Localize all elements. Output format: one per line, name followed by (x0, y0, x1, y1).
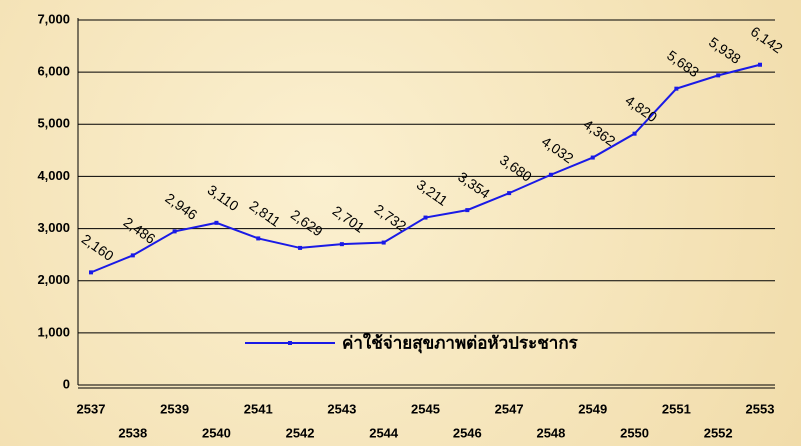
x-tick-label: 2551 (662, 401, 691, 416)
point-marker (214, 220, 219, 225)
x-tick-label: 2539 (160, 401, 189, 416)
value-label: 2,486 (121, 214, 159, 247)
y-tick-label: 4,000 (37, 168, 70, 183)
point-marker (381, 240, 386, 245)
value-label: 6,142 (748, 23, 786, 56)
x-tick-label: 2543 (327, 401, 356, 416)
point-marker (423, 215, 428, 220)
y-tick-label: 2,000 (37, 272, 70, 287)
point-marker (339, 242, 344, 247)
series-line (90, 63, 761, 274)
value-label: 3,680 (497, 151, 535, 184)
x-tick-label: 2553 (746, 401, 775, 416)
value-label: 5,938 (706, 34, 744, 67)
value-label: 3,211 (414, 176, 451, 209)
y-tick-label: 0 (63, 376, 70, 391)
x-tick-label: 2537 (77, 401, 106, 416)
value-label: 3,110 (205, 181, 242, 214)
x-tick-label: 2546 (453, 425, 482, 440)
x-tick-label: 2552 (704, 425, 733, 440)
x-tick-label: 2549 (578, 401, 607, 416)
point-marker (548, 172, 553, 177)
value-label: 4,362 (581, 116, 619, 149)
point-marker (256, 236, 261, 241)
point-marker (758, 62, 762, 67)
legend-label: ค่าใช้จ่ายสุขภาพต่อหัวประชากร (342, 333, 579, 354)
x-tick-label: 2541 (244, 401, 273, 416)
point-marker (89, 270, 93, 275)
x-tick-label: 2548 (536, 425, 565, 440)
x-tick-label: 2547 (495, 401, 524, 416)
legend-marker (288, 341, 292, 345)
y-tick-label: 3,000 (37, 220, 70, 235)
value-label: 2,811 (246, 197, 283, 230)
x-tick-label: 2544 (369, 425, 399, 440)
point-marker (172, 229, 177, 234)
point-marker (130, 253, 135, 258)
x-tick-label: 2545 (411, 401, 440, 416)
point-marker (465, 208, 470, 213)
y-tick-label: 6,000 (37, 64, 70, 79)
value-label: 4,820 (622, 92, 660, 125)
value-label: 2,160 (79, 231, 117, 264)
x-tick-label: 2540 (202, 425, 231, 440)
value-label: 2,946 (162, 190, 200, 223)
value-label: 2,629 (288, 206, 326, 239)
point-marker (716, 73, 721, 78)
x-tick-label: 2538 (118, 425, 147, 440)
point-marker (590, 155, 595, 160)
y-tick-label: 1,000 (37, 324, 70, 339)
x-tick-label: 2542 (286, 425, 315, 440)
point-marker (674, 86, 679, 91)
value-label: 4,032 (539, 133, 577, 166)
point-marker (298, 245, 303, 250)
point-marker (507, 191, 512, 196)
y-tick-label: 7,000 (37, 11, 70, 26)
y-tick-label: 5,000 (37, 116, 70, 131)
x-tick-label: 2550 (620, 425, 649, 440)
value-label: 5,683 (664, 47, 702, 80)
value-label: 2,701 (330, 202, 368, 235)
value-label: 3,354 (455, 168, 493, 201)
value-label: 2,732 (371, 201, 409, 234)
point-marker (632, 131, 637, 136)
